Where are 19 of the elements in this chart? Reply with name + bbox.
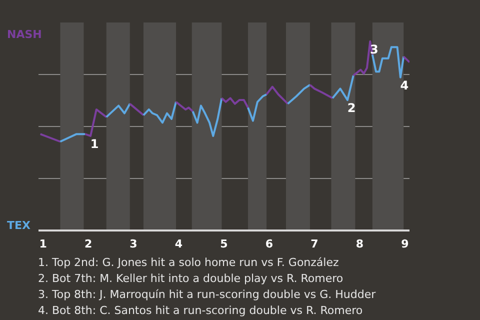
annotation: 2 [347, 101, 356, 116]
annotation: 3 [370, 42, 378, 56]
text: 2. Bot 7th: M. Keller hit into a double play vs R. Romero [38, 272, 344, 285]
x-tick-label: 6 [265, 238, 274, 250]
x-tick-label: 8 [356, 238, 364, 250]
text: TEX [7, 218, 30, 234]
x-tick-label: 2 [84, 238, 92, 250]
text: 1. Top 2nd: G. Jones hit a solo home run vs F. González [38, 256, 339, 269]
annotation: 4 [400, 78, 409, 92]
annotation: 1 [90, 136, 99, 151]
text: NASH [7, 27, 42, 43]
x-tick-label: 9 [401, 238, 409, 250]
text: 4. Bot 8th: C. Santos hit a run-scoring double vs R. Romero [38, 304, 363, 317]
x-tick-label: 3 [130, 238, 138, 250]
x-tick-label: 4 [174, 238, 183, 250]
x-tick-label: 1 [39, 238, 47, 250]
x-tick-label: 7 [310, 238, 318, 250]
x-tick-label: 5 [220, 238, 228, 250]
text: 3. Top 8th: J. Marroquín hit a run-scoring double vs G. Hudder [38, 288, 376, 301]
